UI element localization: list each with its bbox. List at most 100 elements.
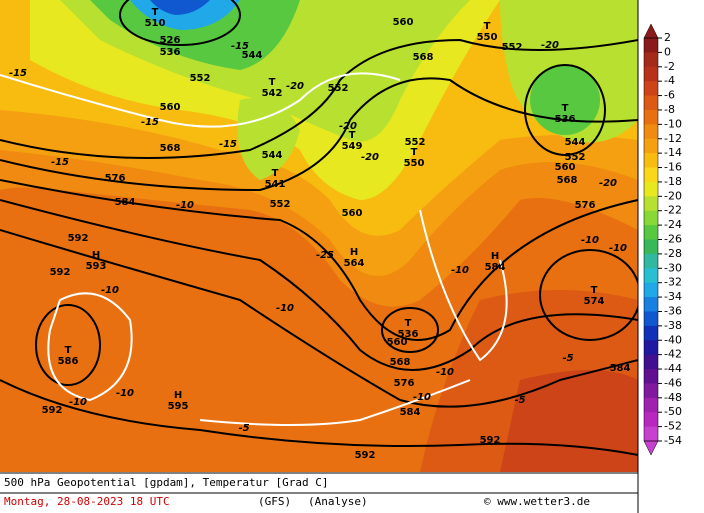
colorbar-label: -50: [664, 405, 682, 418]
isotherms: [0, 72, 508, 426]
contour-label: 552: [502, 42, 523, 53]
colorbar-swatch: [644, 138, 658, 154]
colorbar-swatch: [644, 225, 658, 240]
colorbar-bottom-cap: [643, 440, 659, 456]
colorbar-swatch: [644, 297, 658, 312]
colorbar-label: -54: [664, 434, 682, 447]
colorbar-label: -34: [664, 290, 682, 303]
colorbar-swatch: [644, 397, 658, 413]
colorbar-swatch: [644, 325, 658, 341]
colorbar-label: -30: [664, 261, 682, 274]
contour-label: -15: [9, 68, 27, 79]
contour-label: 552: [190, 73, 211, 84]
colorbar-swatch: [644, 167, 658, 183]
contour-label: 536: [160, 47, 181, 58]
contour-label: 560: [160, 102, 181, 113]
contour-label: -20: [541, 40, 559, 51]
contour-label: 568: [160, 143, 181, 154]
contour-label: 576: [394, 378, 415, 389]
contour-label: 592: [68, 233, 89, 244]
colorbar-label: -48: [664, 391, 682, 404]
contour-label: 560: [555, 162, 576, 173]
contour-label: -15: [51, 157, 69, 168]
center-value: 593: [86, 261, 107, 272]
contour-label: -15: [219, 139, 237, 150]
contour-label: -20: [339, 121, 357, 132]
center-value: 536: [398, 329, 419, 340]
colorbar-label: -8: [664, 103, 675, 116]
contour-label: -10: [436, 367, 454, 378]
center-value: 549: [342, 141, 363, 152]
center-symbol: T: [405, 318, 412, 329]
contour-label: 592: [42, 405, 63, 416]
contour-label: 544: [565, 137, 586, 148]
contour-label: -20: [599, 178, 617, 189]
colorbar-swatch: [644, 95, 658, 111]
contour-label: -10: [116, 388, 134, 399]
contour-label: 584: [610, 363, 631, 374]
colorbar-label: -40: [664, 333, 682, 346]
center-value: 564: [344, 258, 365, 269]
center-value: 584: [485, 262, 506, 273]
colorbar-label: -24: [664, 218, 682, 231]
contour-label: 552: [405, 137, 426, 148]
colorbar-label: -20: [664, 189, 682, 202]
contour-label: -20: [286, 81, 304, 92]
footer-credit: © www.wetter3.de: [484, 495, 590, 508]
colorbar-label: -36: [664, 304, 682, 317]
colorbar-label: -38: [664, 319, 682, 332]
contour-label: -10: [413, 392, 431, 403]
footer-analysis: (Analyse): [308, 495, 368, 508]
contour-label: 592: [355, 450, 376, 461]
center-symbol: T: [591, 285, 598, 296]
colorbar-label: 2: [664, 31, 671, 44]
contour-label: 576: [575, 200, 596, 211]
colorbar-swatch: [644, 66, 658, 82]
contour-label: -10: [451, 265, 469, 276]
colorbar-swatch: [644, 153, 658, 169]
colorbar-label: -18: [664, 175, 682, 188]
contour-label: 592: [50, 267, 71, 278]
colorbar-label: -32: [664, 276, 682, 289]
colorbar-label: -4: [664, 74, 675, 87]
contour-label: -5: [514, 395, 525, 406]
colorbar-swatch: [644, 369, 658, 384]
contour-label: 568: [390, 357, 411, 368]
colorbar-label: -16: [664, 161, 682, 174]
colorbar-label: -46: [664, 376, 682, 389]
contour-label: 560: [387, 337, 408, 348]
colorbar-swatch: [644, 239, 658, 255]
center-value: 542: [262, 88, 283, 99]
colorbar-swatch: [644, 210, 658, 226]
colorbar-swatch: [644, 282, 658, 298]
colorbar-label: -22: [664, 204, 682, 217]
center-value: 510: [145, 18, 166, 29]
center-value: 595: [168, 401, 189, 412]
colorbar-swatch: [644, 52, 658, 68]
colorbar-label: -10: [664, 117, 682, 130]
colorbar-label: -26: [664, 233, 682, 246]
colorbar-label: -12: [664, 132, 682, 145]
center-value: 536: [555, 114, 576, 125]
contour-label: 584: [400, 407, 421, 418]
contour-label: 544: [262, 150, 283, 161]
contour-label: -10: [581, 235, 599, 246]
center-value: 550: [404, 158, 425, 169]
contour-label: 576: [105, 173, 126, 184]
center-symbol: H: [491, 251, 499, 262]
footer-model: (GFS): [258, 495, 291, 508]
center-symbol: T: [65, 345, 72, 356]
colorbar-swatch: [644, 38, 658, 53]
center-symbol: T: [562, 103, 569, 114]
colorbar-swatch: [644, 124, 658, 140]
colorbar-swatch: [644, 340, 658, 356]
map: [0, 0, 638, 472]
contour-label: -15: [141, 117, 159, 128]
center-symbol: H: [92, 250, 100, 261]
colorbar-top-cap: [643, 23, 659, 39]
center-value: 586: [58, 356, 79, 367]
colorbar-swatch: [644, 383, 658, 399]
colorbar-label: 0: [664, 45, 671, 58]
contour-label: 584: [115, 197, 136, 208]
